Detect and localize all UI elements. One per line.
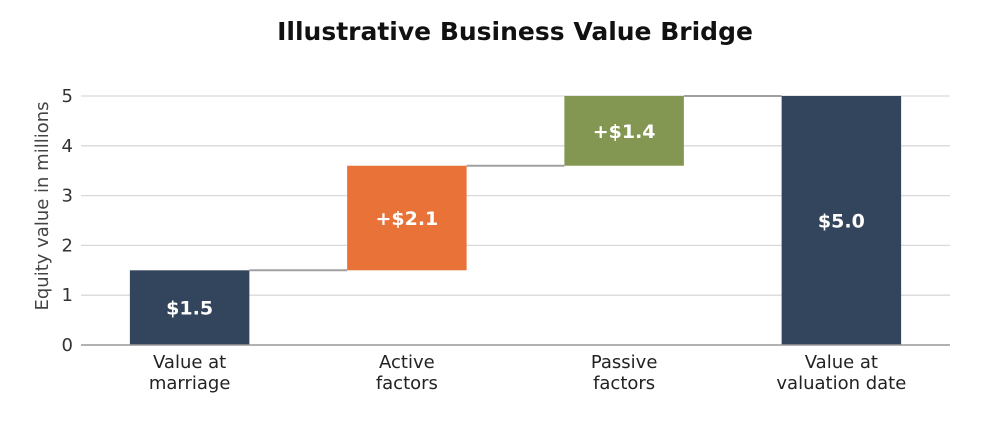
- y-tick-label: 1: [62, 285, 73, 306]
- y-axis-label: Equity value in millions: [32, 102, 53, 311]
- category-labels: Value at marriage Active factors Passive fact…: [149, 352, 907, 394]
- x-tick-label: Passive factors: [591, 352, 658, 394]
- bar: [564, 96, 684, 166]
- chart-title: Illustrative Business Value Bridge: [277, 17, 753, 46]
- y-tick-label: 5: [62, 86, 73, 107]
- x-tick-label: Value at marriage: [149, 352, 231, 394]
- y-tick-label: 4: [62, 136, 73, 157]
- bar: [129, 270, 250, 345]
- y-tick-label: 0: [62, 335, 73, 356]
- x-tick-label: Active factors: [376, 352, 438, 394]
- y-tick-label: 3: [62, 186, 73, 207]
- bar-value-label: $5.0: [818, 211, 865, 233]
- y-ticks: 0 1 2 3 4 5: [62, 86, 73, 356]
- x-tick-label: Value at valuation date: [776, 352, 906, 394]
- bar: [781, 96, 902, 345]
- bar: [347, 165, 467, 271]
- bar-value-label: $1.5: [166, 298, 213, 320]
- bar-value-label: +$1.4: [593, 121, 656, 143]
- connector-lines: [249, 95, 782, 272]
- bars: $1.5 +$2.1 +$1.4 $5.0: [129, 96, 902, 345]
- bar-value-label: +$2.1: [375, 208, 438, 230]
- y-tick-label: 2: [62, 235, 73, 256]
